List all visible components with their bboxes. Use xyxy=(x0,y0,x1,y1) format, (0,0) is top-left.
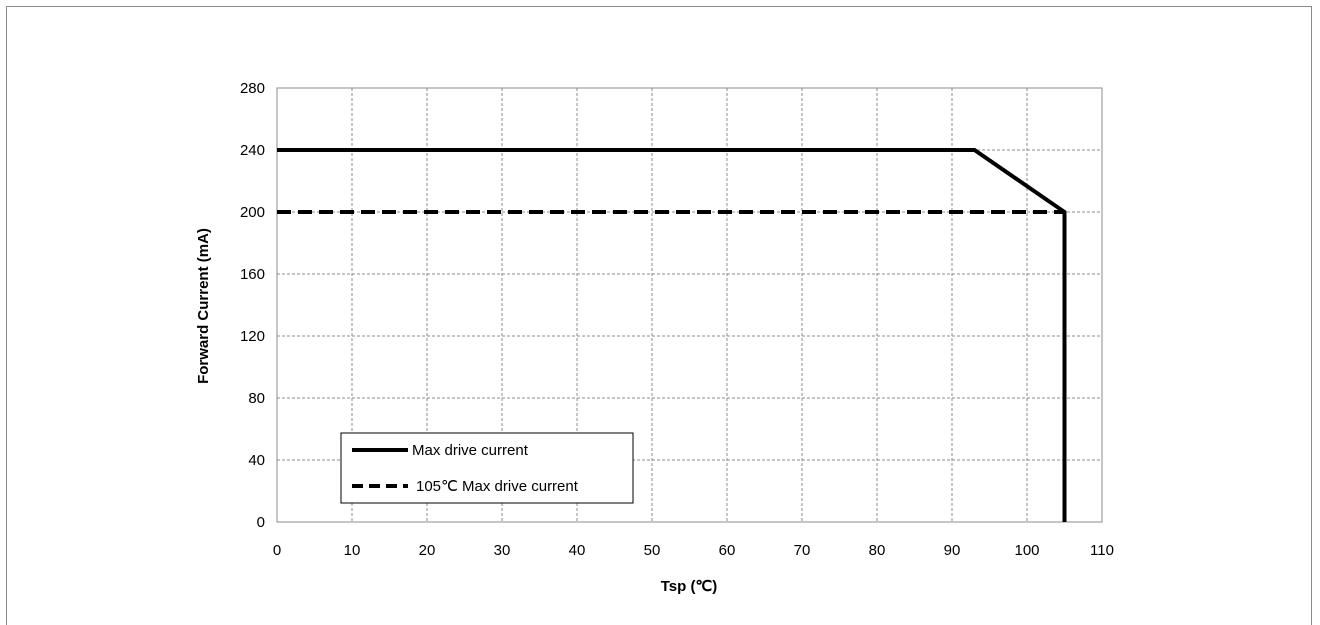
legend-box xyxy=(340,432,634,504)
x-tick-labels: 0 10 20 30 40 50 60 70 80 90 100 110 xyxy=(273,542,1114,559)
y-tick-label: 40 xyxy=(248,452,265,469)
x-axis-title: Tsp (℃) xyxy=(661,578,718,595)
x-tick-label: 60 xyxy=(719,542,736,559)
x-tick-label: 20 xyxy=(419,542,436,559)
legend-label-105c-max-drive-current: 105℃ Max drive current xyxy=(416,478,579,495)
x-tick-label: 40 xyxy=(569,542,586,559)
y-tick-labels: 0 40 80 120 160 200 240 280 xyxy=(240,80,265,531)
y-tick-label: 80 xyxy=(248,390,265,407)
x-tick-label: 90 xyxy=(944,542,961,559)
y-tick-label: 120 xyxy=(240,328,265,345)
x-tick-label: 10 xyxy=(344,542,361,559)
series-lines xyxy=(277,148,1067,522)
x-tick-label: 0 xyxy=(273,542,281,559)
legend-label-max-drive-current: Max drive current xyxy=(412,442,529,459)
y-tick-label: 240 xyxy=(240,142,265,159)
plot-area xyxy=(276,87,1103,523)
x-tick-label: 80 xyxy=(869,542,886,559)
x-tick-label: 70 xyxy=(794,542,811,559)
y-axis-title: Forward Current (mA) xyxy=(195,228,212,384)
y-tick-label: 200 xyxy=(240,204,265,221)
legend: Max drive current 105℃ Max drive current xyxy=(340,432,634,504)
x-tick-label: 50 xyxy=(644,542,661,559)
series-max-drive-current xyxy=(277,148,1067,522)
x-tick-label: 110 xyxy=(1090,542,1114,559)
y-tick-label: 0 xyxy=(257,514,265,531)
x-tick-label: 100 xyxy=(1014,542,1039,559)
y-tick-label: 280 xyxy=(240,80,265,97)
y-tick-label: 160 xyxy=(240,266,265,283)
x-tick-label: 30 xyxy=(494,542,511,559)
